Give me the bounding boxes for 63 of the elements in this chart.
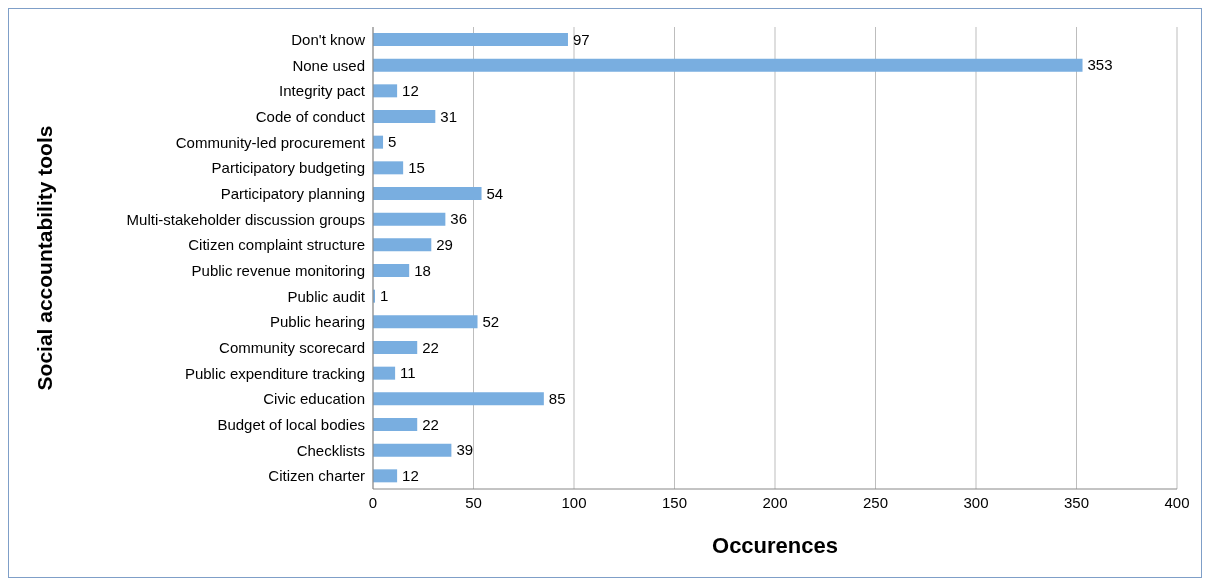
bar: [373, 161, 404, 175]
data-label: 353: [1087, 56, 1113, 74]
x-tick-label: 150: [661, 493, 688, 511]
y-axis-title: Social accountability tools: [33, 125, 57, 391]
data-label: 52: [482, 313, 500, 331]
y-tick-label: Don't know: [291, 31, 366, 49]
bar: [373, 84, 398, 98]
y-tick-label: Citizen charter: [268, 467, 365, 485]
bar: [373, 443, 452, 457]
y-tick-label: Public hearing: [269, 313, 365, 331]
data-label: 97: [572, 30, 590, 48]
y-tick-label: Community-led procurement: [175, 133, 366, 151]
y-tick-label: Civic education: [263, 390, 365, 408]
y-tick-label: Participatory budgeting: [211, 159, 365, 177]
y-tick-label: Public audit: [287, 287, 366, 305]
x-tick-label: 400: [1164, 493, 1190, 511]
bar: [373, 341, 418, 354]
x-tick-label: 50: [465, 493, 482, 511]
y-tick-label: Checklists: [296, 441, 365, 459]
y-tick-label: Community scorecard: [219, 339, 365, 357]
y-tick-label: Participatory planning: [220, 185, 365, 203]
y-tick-label: Code of conduct: [255, 108, 366, 126]
data-label: 39: [456, 441, 474, 459]
data-label: 12: [402, 467, 419, 485]
bar: [373, 469, 398, 483]
x-axis-title: Occurences: [712, 532, 838, 558]
data-label: 22: [422, 338, 439, 356]
y-tick-label: Budget of local bodies: [217, 416, 365, 434]
data-label: 31: [440, 107, 457, 125]
bar: [373, 264, 410, 277]
data-label: 12: [402, 82, 419, 100]
x-tick-label: 250: [862, 493, 889, 511]
data-label: 54: [486, 184, 504, 202]
y-tick-label: Public expenditure tracking: [184, 364, 365, 382]
bar: [373, 58, 1083, 72]
y-tick-label: Citizen complaint structure: [188, 236, 365, 254]
data-label: 85: [548, 390, 566, 408]
data-label: 22: [422, 415, 439, 433]
data-label: 36: [450, 210, 468, 228]
bar: [373, 315, 478, 329]
bar: [373, 110, 436, 123]
bar: [373, 418, 418, 431]
x-tick-label: 0: [368, 493, 378, 511]
data-label: 29: [436, 236, 453, 254]
y-tick-label: Multi-stakeholder discussion groups: [126, 210, 365, 228]
bar: [373, 238, 432, 252]
x-tick-label: 300: [963, 493, 989, 511]
x-tick-label: 350: [1063, 493, 1090, 511]
data-label: 5: [388, 133, 397, 151]
x-tick-label: 100: [561, 493, 587, 511]
data-label: 11: [400, 364, 416, 382]
data-label: 18: [414, 261, 431, 279]
bar: [373, 392, 544, 406]
y-tick-label: Public revenue monitoring: [191, 262, 365, 280]
bar: [373, 212, 446, 226]
data-label: 15: [408, 159, 425, 177]
y-tick-label: Integrity pact: [279, 82, 366, 100]
bar: [373, 187, 482, 200]
bar: [373, 33, 568, 46]
data-label: 1: [380, 287, 389, 305]
bar: [373, 366, 396, 380]
x-tick-label: 200: [762, 493, 788, 511]
y-tick-label: None used: [292, 56, 365, 74]
